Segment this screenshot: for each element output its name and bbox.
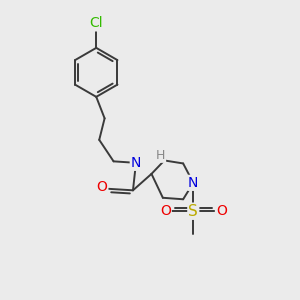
Text: O: O [160, 204, 171, 218]
Text: S: S [188, 204, 198, 219]
Text: N: N [131, 156, 141, 170]
Text: Cl: Cl [89, 16, 103, 30]
Text: O: O [97, 180, 107, 194]
Text: O: O [216, 204, 227, 218]
Text: H: H [156, 149, 165, 162]
Text: N: N [188, 176, 199, 190]
